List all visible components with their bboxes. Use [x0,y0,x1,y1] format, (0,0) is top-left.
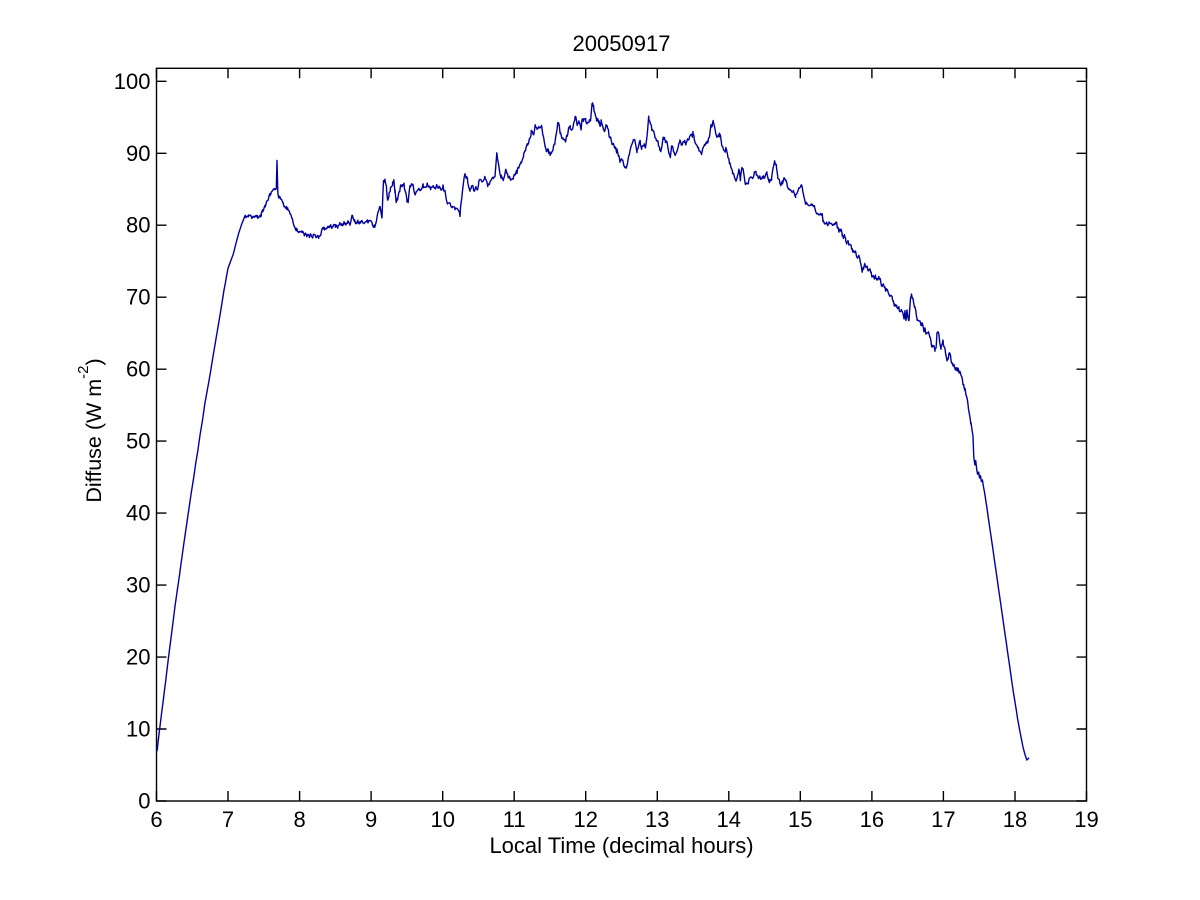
svg-text:17: 17 [931,807,955,832]
svg-text:19: 19 [1074,807,1098,832]
svg-text:7: 7 [222,807,234,832]
svg-text:9: 9 [365,807,377,832]
svg-text:0: 0 [138,789,150,814]
svg-text:20050917: 20050917 [573,31,671,56]
svg-text:13: 13 [645,807,669,832]
svg-text:15: 15 [788,807,812,832]
svg-text:16: 16 [860,807,884,832]
svg-text:18: 18 [1003,807,1027,832]
svg-text:6: 6 [150,807,162,832]
svg-text:10: 10 [430,807,454,832]
svg-text:70: 70 [126,285,150,310]
svg-text:12: 12 [573,807,597,832]
svg-text:60: 60 [126,357,150,382]
svg-text:80: 80 [126,213,150,238]
svg-text:30: 30 [126,573,150,598]
svg-text:40: 40 [126,501,150,526]
svg-text:Local Time (decimal hours): Local Time (decimal hours) [489,833,753,858]
svg-text:50: 50 [126,429,150,454]
svg-text:20: 20 [126,645,150,670]
svg-text:11: 11 [503,807,526,832]
svg-text:8: 8 [293,807,305,832]
svg-text:90: 90 [126,141,150,166]
svg-text:100: 100 [114,69,151,94]
svg-text:14: 14 [717,807,741,832]
svg-text:10: 10 [126,717,150,742]
